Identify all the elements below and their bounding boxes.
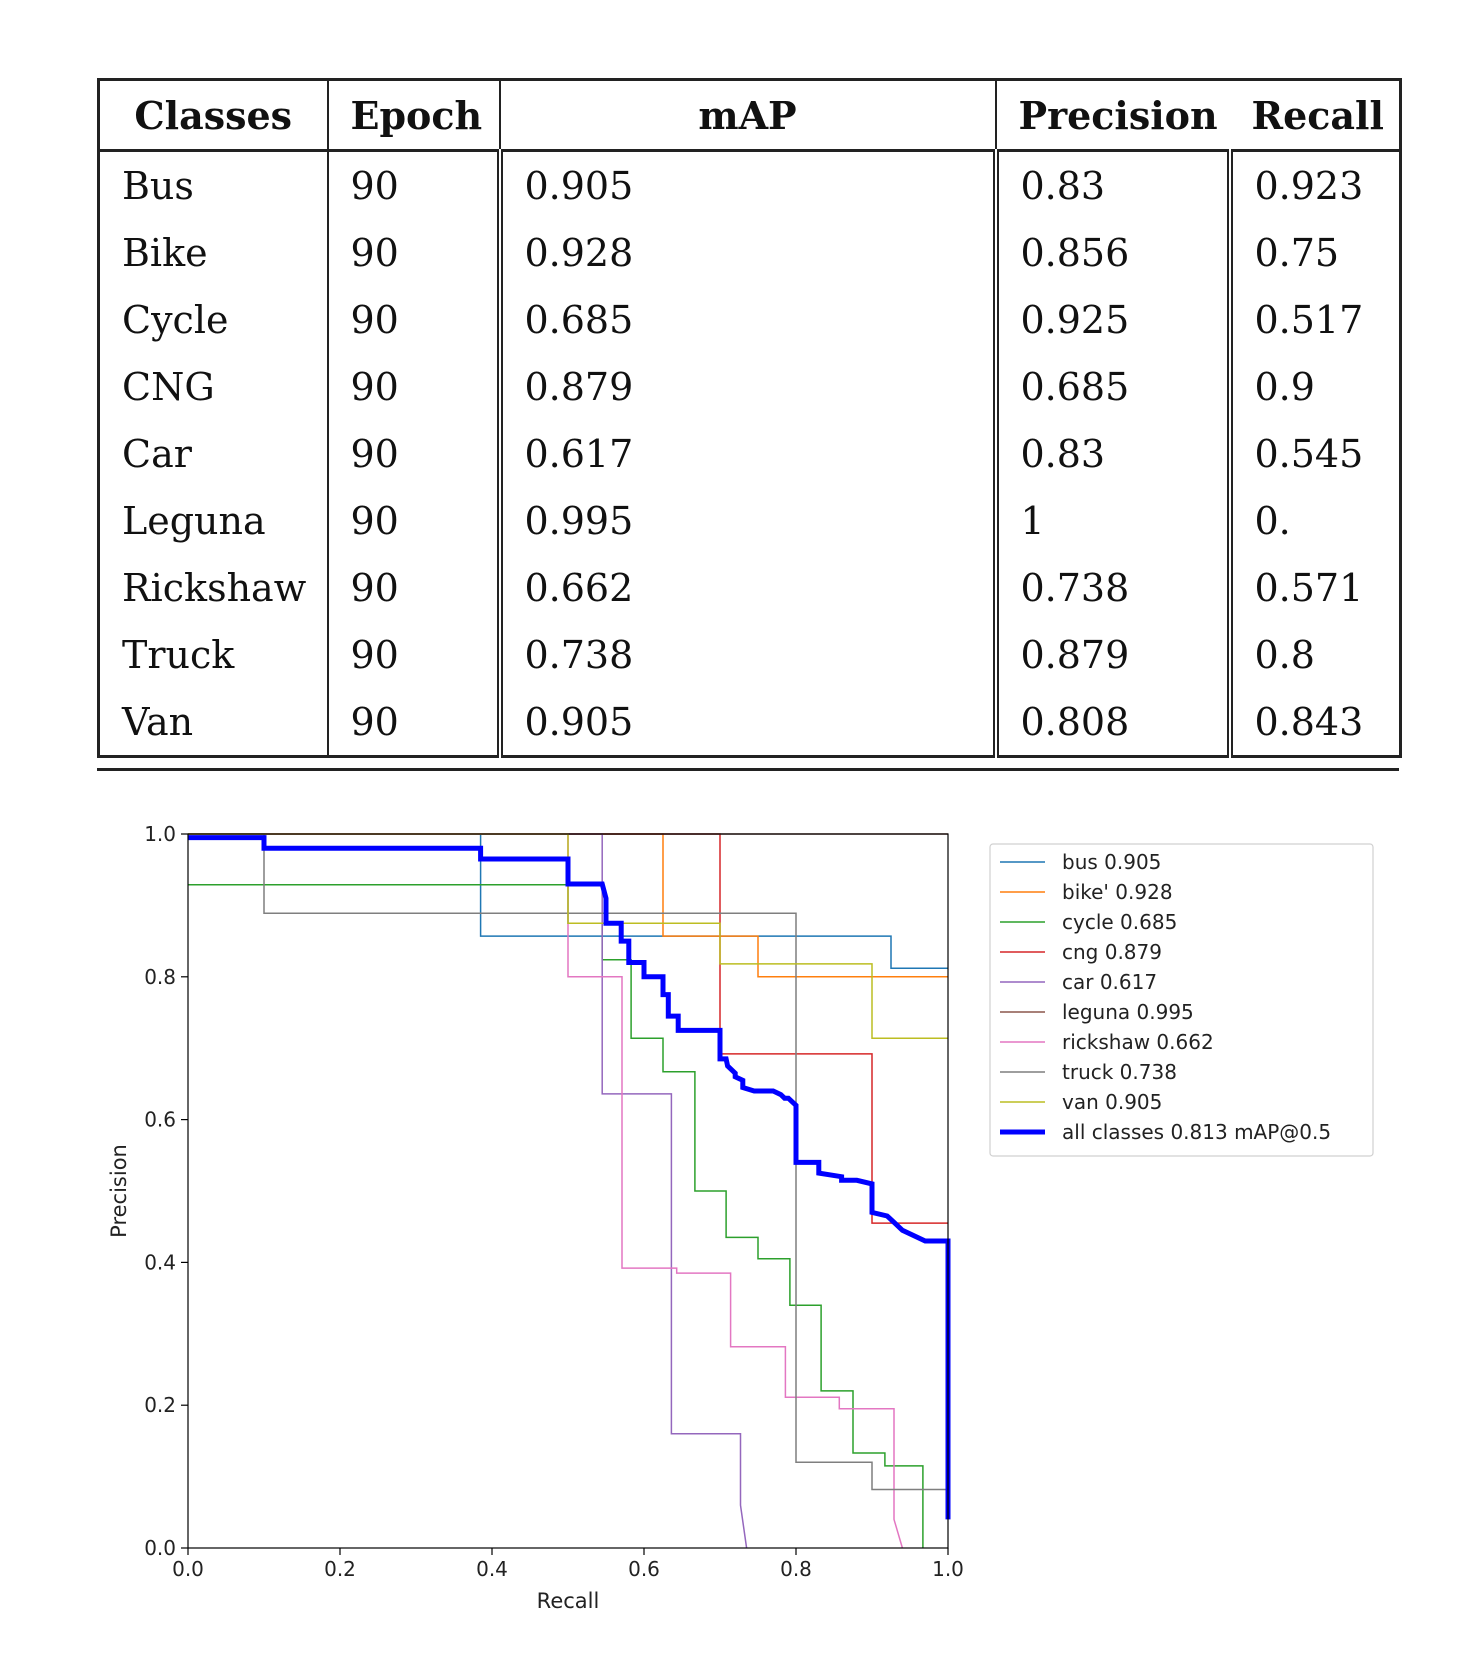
header-map: mAP bbox=[498, 79, 996, 152]
series-line-6 bbox=[188, 833, 904, 1549]
cell-epoch: 90 bbox=[326, 487, 500, 554]
legend-label: cng 0.879 bbox=[1062, 940, 1162, 964]
cell-map: 0.685 bbox=[496, 286, 996, 353]
cell-map: 0.738 bbox=[496, 621, 996, 688]
x-tick-label: 0.2 bbox=[324, 1557, 356, 1581]
cell-class: CNG bbox=[97, 353, 328, 420]
x-tick-label: 0.0 bbox=[172, 1557, 204, 1581]
cell-class: Car bbox=[97, 420, 328, 487]
header-epoch: Epoch bbox=[326, 79, 500, 152]
legend-label: leguna 0.995 bbox=[1062, 1000, 1194, 1024]
table-row: Bike 90 0.928 0.856 0.75 bbox=[97, 219, 1402, 286]
table-row: Bus 90 0.905 0.83 0.923 bbox=[97, 150, 1402, 219]
y-tick-label: 0.4 bbox=[144, 1250, 176, 1274]
cell-epoch: 90 bbox=[326, 621, 500, 688]
y-tick-label: 0.8 bbox=[144, 965, 176, 989]
cell-recall: 0.8 bbox=[1226, 621, 1402, 688]
y-axis-label: Precision bbox=[107, 1144, 131, 1238]
x-tick-label: 0.4 bbox=[476, 1557, 508, 1581]
legend-label: cycle 0.685 bbox=[1062, 910, 1177, 934]
cell-class: Cycle bbox=[97, 286, 328, 353]
cell-precision: 0.83 bbox=[992, 420, 1230, 487]
cell-map: 0.995 bbox=[496, 487, 996, 554]
header-precision: Precision bbox=[994, 79, 1230, 152]
cell-class: Bus bbox=[97, 150, 328, 219]
series-line-4 bbox=[188, 833, 748, 1549]
cell-recall: 0.843 bbox=[1226, 688, 1402, 758]
cell-map: 0.617 bbox=[496, 420, 996, 487]
table-row: Leguna 90 0.995 1 0. bbox=[97, 487, 1402, 554]
y-tick-label: 0.2 bbox=[144, 1393, 176, 1417]
table-row: Rickshaw 90 0.662 0.738 0.571 bbox=[97, 554, 1402, 621]
cell-epoch: 90 bbox=[326, 150, 500, 219]
header-recall: Recall bbox=[1229, 79, 1402, 152]
cell-precision: 0.856 bbox=[992, 219, 1230, 286]
legend-box bbox=[989, 843, 1374, 1157]
legend-label: all classes 0.813 mAP@0.5 bbox=[1062, 1120, 1331, 1144]
y-tick-label: 0.6 bbox=[144, 1108, 176, 1132]
cell-class: Rickshaw bbox=[97, 554, 328, 621]
cell-recall: 0.923 bbox=[1226, 150, 1402, 219]
cell-epoch: 90 bbox=[326, 420, 500, 487]
results-table: Classes Epoch mAP Precision Recall Bus 90… bbox=[97, 78, 1402, 758]
cell-recall: 0.545 bbox=[1226, 420, 1402, 487]
cell-class: Van bbox=[97, 688, 328, 758]
table-bottom-rule bbox=[97, 768, 1399, 771]
y-tick-label: 0.0 bbox=[144, 1536, 176, 1560]
table-body: Bus 90 0.905 0.83 0.923 Bike 90 0.928 0.856 0.75 C… bbox=[97, 150, 1402, 758]
cell-precision: 0.808 bbox=[992, 688, 1230, 758]
cell-class: Bike bbox=[97, 219, 328, 286]
header-classes: Classes bbox=[97, 79, 328, 152]
cell-recall: 0. bbox=[1226, 487, 1402, 554]
cell-epoch: 90 bbox=[326, 353, 500, 420]
cell-class: Leguna bbox=[97, 487, 328, 554]
cell-recall: 0.75 bbox=[1226, 219, 1402, 286]
cell-recall: 0.571 bbox=[1226, 554, 1402, 621]
cell-epoch: 90 bbox=[326, 688, 500, 758]
legend-label: truck 0.738 bbox=[1062, 1060, 1177, 1084]
table-row: Cycle 90 0.685 0.925 0.517 bbox=[97, 286, 1402, 353]
series-line-8 bbox=[188, 833, 948, 1039]
cell-epoch: 90 bbox=[326, 219, 500, 286]
x-tick-label: 0.6 bbox=[628, 1557, 660, 1581]
cell-map: 0.662 bbox=[496, 554, 996, 621]
x-tick-label: 1.0 bbox=[932, 1557, 964, 1581]
table-row: CNG 90 0.879 0.685 0.9 bbox=[97, 353, 1402, 420]
x-axis-label: Recall bbox=[537, 1589, 600, 1613]
cell-precision: 0.925 bbox=[992, 286, 1230, 353]
legend-label: van 0.905 bbox=[1062, 1090, 1162, 1114]
cell-epoch: 90 bbox=[326, 286, 500, 353]
table-header-row: Classes Epoch mAP Precision Recall bbox=[97, 79, 1402, 152]
table-row: Car 90 0.617 0.83 0.545 bbox=[97, 420, 1402, 487]
table-row: Truck 90 0.738 0.879 0.8 bbox=[97, 621, 1402, 688]
cell-precision: 1 bbox=[992, 487, 1230, 554]
cell-epoch: 90 bbox=[326, 554, 500, 621]
legend-label: rickshaw 0.662 bbox=[1062, 1030, 1214, 1054]
cell-precision: 0.685 bbox=[992, 353, 1230, 420]
cell-map: 0.928 bbox=[496, 219, 996, 286]
plot-frame bbox=[187, 833, 949, 1549]
x-tick-label: 0.8 bbox=[780, 1557, 812, 1581]
cell-recall: 0.517 bbox=[1226, 286, 1402, 353]
cell-class: Truck bbox=[97, 621, 328, 688]
cell-map: 0.905 bbox=[496, 688, 996, 758]
cell-map: 0.879 bbox=[496, 353, 996, 420]
legend-label: car 0.617 bbox=[1062, 970, 1157, 994]
cell-map: 0.905 bbox=[496, 150, 996, 219]
table-row: Van 90 0.905 0.808 0.843 bbox=[97, 688, 1402, 758]
legend-label: bike' 0.928 bbox=[1062, 880, 1173, 904]
legend-label: bus 0.905 bbox=[1062, 850, 1161, 874]
y-tick-label: 1.0 bbox=[144, 822, 176, 846]
cell-precision: 0.879 bbox=[992, 621, 1230, 688]
pr-curve-chart: 0.00.0 0.2 0.2 0.4 0.4 0.6 0.6 0.8 0.8 1.0 1.0 Reca… bbox=[107, 822, 1374, 1613]
series-line-9 bbox=[188, 835, 951, 1520]
cell-recall: 0.9 bbox=[1226, 353, 1402, 420]
series-line-2 bbox=[188, 883, 924, 1548]
cell-precision: 0.83 bbox=[992, 150, 1230, 219]
cell-precision: 0.738 bbox=[992, 554, 1230, 621]
